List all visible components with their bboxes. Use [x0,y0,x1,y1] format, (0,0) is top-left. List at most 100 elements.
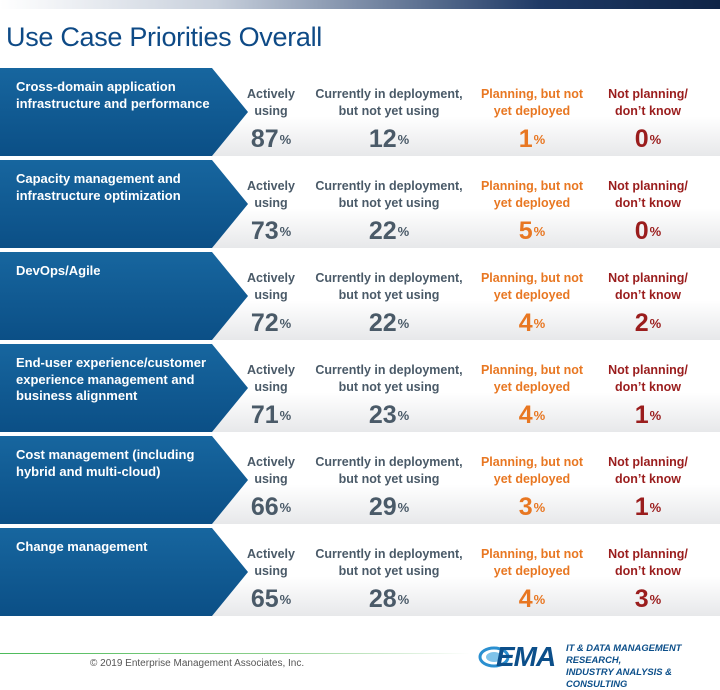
value-number: 28 [368,585,397,613]
copyright-text: © 2019 Enterprise Management Associates,… [90,658,305,669]
use-case-label: Cross-domain application infrastructure … [16,79,210,111]
percent-value: 29% [314,493,464,521]
percent-value: 1% [603,401,693,429]
percent-sign: % [279,224,292,239]
value-number: 22 [368,217,397,245]
value-number: 3 [518,493,533,521]
percent-sign: % [279,500,292,515]
value-number: 23 [368,401,397,429]
stat-cell-planning: Planning, but not yet deployed 4% [477,546,587,613]
column-label: Planning, but not [480,547,584,561]
value-number: 0 [634,217,649,245]
column-label: Not planning/ [608,547,688,561]
table-row: Cross-domain application infrastructure … [0,68,720,156]
percent-value: 12% [314,125,464,153]
stat-cell-deployment: Currently in deployment, but not yet usin… [314,86,464,153]
column-label: Actively [247,455,295,469]
column-label: don’t know [615,103,681,118]
column-label: Currently in deployment, [315,363,463,377]
use-case-label: Capacity management and infrastructure o… [16,171,181,203]
percent-value: 23% [314,401,464,429]
column-label: don’t know [615,287,681,302]
column-label: don’t know [615,471,681,486]
row-label-arrow: DevOps/Agile [0,252,248,340]
percent-sign: % [279,132,292,147]
stat-cell-actively: Actively using 72% [231,270,311,337]
column-label: Currently in deployment, [315,271,463,285]
percent-value: 1% [603,493,693,521]
percent-value: 1% [477,125,587,153]
value-number: 2 [634,309,649,337]
percent-sign: % [533,500,546,515]
value-number: 72 [250,309,279,337]
stat-cell-not_planning: Not planning/don’t know 0% [603,86,693,153]
table-row: Cost management (including hybrid and mu… [0,436,720,524]
column-label: Planning, but not [480,363,584,377]
percent-value: 65% [231,585,311,613]
use-case-label: Cost management (including hybrid and mu… [16,447,195,479]
value-number: 71 [250,401,279,429]
percent-value: 66% [231,493,311,521]
use-case-label: Change management [16,539,148,554]
row-label-arrow: Cost management (including hybrid and mu… [0,436,248,524]
column-label: Actively [247,87,295,101]
value-number: 1 [634,401,649,429]
column-label: Not planning/ [608,271,688,285]
percent-sign: % [279,592,292,607]
percent-sign: % [397,316,410,331]
stat-cell-actively: Actively using 71% [231,362,311,429]
stat-cell-not_planning: Not planning/don’t know 1% [603,454,693,521]
percent-value: 22% [314,309,464,337]
column-label: Not planning/ [608,179,688,193]
percent-value: 87% [231,125,311,153]
column-label: yet deployed [493,103,571,118]
row-label-arrow: End-user experience/customer experience … [0,344,248,432]
column-label: Actively [247,363,295,377]
row-label-arrow: Change management [0,528,248,616]
value-number: 4 [518,309,533,337]
value-number: 73 [250,217,279,245]
stat-cell-planning: Planning, but not yet deployed 4% [477,362,587,429]
ema-logo: EMA [478,640,556,672]
column-label: yet deployed [493,379,571,394]
percent-value: 4% [477,401,587,429]
column-label: using [254,103,288,118]
stat-cell-planning: Planning, but not yet deployed 1% [477,86,587,153]
column-label: but not yet using [338,379,440,394]
column-label: using [254,287,288,302]
value-number: 0 [634,125,649,153]
column-label: Currently in deployment, [315,179,463,193]
value-number: 5 [518,217,533,245]
value-number: 66 [250,493,279,521]
column-label: don’t know [615,563,681,578]
use-case-label: DevOps/Agile [16,263,101,278]
page-title: Use Case Priorities Overall [6,22,322,52]
column-label: yet deployed [493,287,571,302]
percent-sign: % [649,316,662,331]
column-label: don’t know [615,379,681,394]
row-background [212,528,720,616]
percent-value: 72% [231,309,311,337]
percent-value: 3% [603,585,693,613]
percent-sign: % [533,132,546,147]
column-label: yet deployed [493,195,571,210]
row-label-arrow: Cross-domain application infrastructure … [0,68,248,156]
percent-sign: % [279,408,292,423]
percent-value: 22% [314,217,464,245]
column-label: using [254,563,288,578]
footer-divider [0,653,470,654]
column-label: but not yet using [338,471,440,486]
percent-sign: % [279,316,292,331]
column-label: but not yet using [338,287,440,302]
table-row: End-user experience/customer experience … [0,344,720,432]
tagline-line-2: INDUSTRY ANALYSIS & CONSULTING [566,666,672,689]
value-number: 3 [634,585,649,613]
stat-cell-deployment: Currently in deployment, but not yet usin… [314,362,464,429]
percent-sign: % [649,132,662,147]
value-number: 22 [368,309,397,337]
percent-sign: % [533,592,546,607]
percent-sign: % [533,408,546,423]
logo-wordmark: EMA [496,641,556,672]
stat-cell-deployment: Currently in deployment, but not yet usin… [314,270,464,337]
value-number: 4 [518,401,533,429]
